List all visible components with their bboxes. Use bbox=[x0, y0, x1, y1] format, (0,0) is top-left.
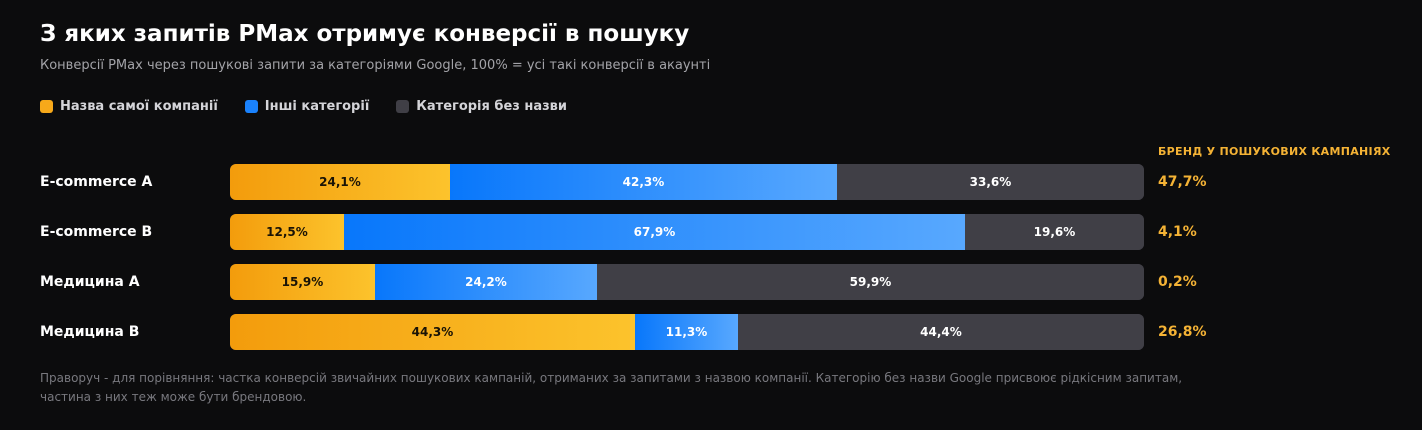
stacked-bar: 12,5% 67,9% 19,6% bbox=[230, 214, 1144, 250]
bar-segment-other: 42,3% bbox=[450, 164, 837, 200]
brand-value: 47,7% bbox=[1158, 174, 1207, 190]
legend-label-other: Інші категорії bbox=[264, 99, 370, 114]
legend-item-other: Інші категорії bbox=[244, 99, 370, 114]
bar-segment-company: 12,5% bbox=[230, 214, 344, 250]
row-label: Медицина А bbox=[40, 274, 140, 290]
brand-value: 4,1% bbox=[1158, 224, 1197, 240]
stacked-bar: 44,3% 11,3% 44,4% bbox=[230, 314, 1144, 350]
row-label: Медицина В bbox=[40, 324, 140, 340]
bar-segment-company: 15,9% bbox=[230, 264, 375, 300]
bar-segment-other: 11,3% bbox=[635, 314, 738, 350]
stacked-bar: 15,9% 24,2% 59,9% bbox=[230, 264, 1144, 300]
stacked-bar: 24,1% 42,3% 33,6% bbox=[230, 164, 1144, 200]
bar-segment-other: 67,9% bbox=[344, 214, 965, 250]
bar-segment-unnamed: 44,4% bbox=[738, 314, 1144, 350]
legend-item-company: Назва самої компанії bbox=[40, 99, 218, 114]
legend-swatch-unnamed bbox=[396, 100, 410, 113]
bar-segment-company: 44,3% bbox=[230, 314, 635, 350]
legend-label-unnamed: Категорія без назви bbox=[416, 99, 568, 114]
data-label: 44,3% bbox=[411, 325, 454, 339]
bar-segment-unnamed: 19,6% bbox=[965, 214, 1144, 250]
brand-value: 26,8% bbox=[1158, 324, 1207, 340]
brand-value: 0,2% bbox=[1158, 274, 1197, 290]
bar-segment-unnamed: 59,9% bbox=[597, 264, 1144, 300]
legend-swatch-company bbox=[40, 100, 53, 113]
legend-swatch-other bbox=[244, 100, 258, 113]
data-label: 12,5% bbox=[266, 225, 308, 239]
bar-segment-other: 24,2% bbox=[375, 264, 597, 300]
data-label: 59,9% bbox=[849, 275, 892, 289]
data-label: 67,9% bbox=[633, 225, 676, 239]
legend: Назва самої компанії Інші категорії Кате… bbox=[40, 99, 567, 114]
data-label: 33,6% bbox=[969, 175, 1012, 189]
chart-title: З яких запитів PMax отримує конверсії в … bbox=[40, 21, 690, 47]
data-label: 42,3% bbox=[622, 175, 665, 189]
bar-segment-unnamed: 33,6% bbox=[837, 164, 1144, 200]
data-label: 19,6% bbox=[1033, 225, 1076, 239]
legend-label-company: Назва самої компанії bbox=[60, 99, 218, 114]
row-label: E-commerce B bbox=[40, 224, 153, 240]
data-label: 15,9% bbox=[281, 275, 324, 289]
data-label: 24,1% bbox=[319, 175, 361, 189]
footnote: Праворуч - для порівняння: частка конвер… bbox=[40, 371, 1183, 404]
bar-segment-company: 24,1% bbox=[230, 164, 450, 200]
data-label: 24,2% bbox=[465, 275, 507, 289]
brand-column-header: БРЕНД У ПОШУКОВИХ КАМПАНІЯХ bbox=[1158, 145, 1391, 158]
row-label: E-commerce A bbox=[40, 174, 153, 190]
legend-item-unnamed: Категорія без назви bbox=[396, 99, 567, 114]
chart-subtitle: Конверсії PMax через пошукові запити за … bbox=[40, 58, 711, 73]
data-label: 44,4% bbox=[920, 325, 962, 339]
data-label: 11,3% bbox=[665, 325, 708, 339]
